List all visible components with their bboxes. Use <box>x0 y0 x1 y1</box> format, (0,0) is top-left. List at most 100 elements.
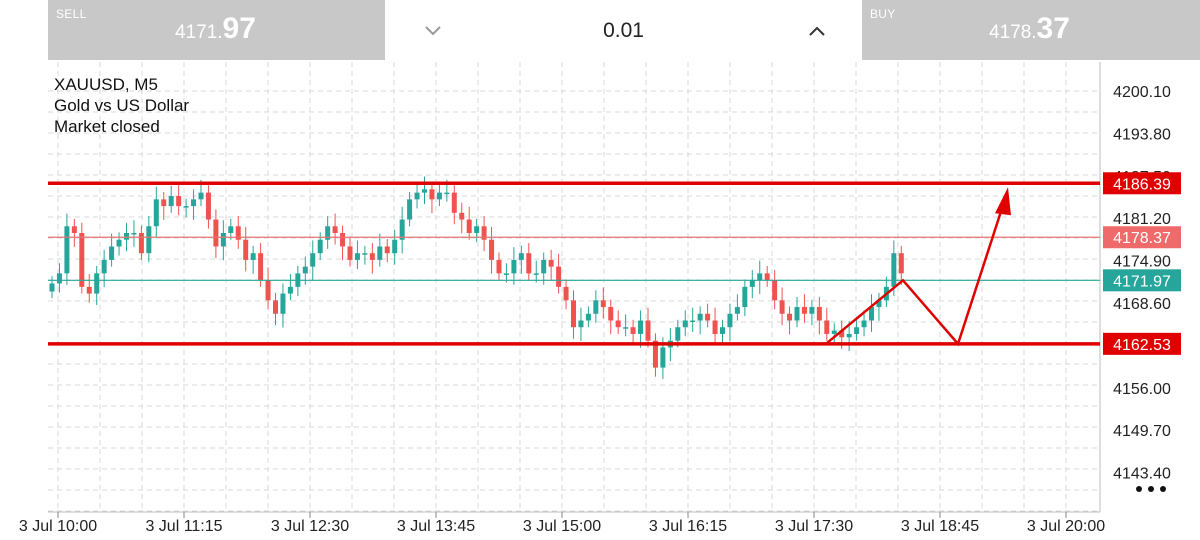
candle-body <box>332 226 338 234</box>
candle-body <box>422 189 427 193</box>
candle-body <box>377 246 383 260</box>
candle-body <box>511 259 517 274</box>
candle-body <box>496 259 502 274</box>
ask-price-tag: 4178.37 <box>1113 230 1171 247</box>
candle-body <box>623 327 629 329</box>
buy-button[interactable]: BUY 4178.37 <box>862 0 1200 60</box>
buy-price-pips: 37 <box>1036 12 1070 45</box>
chevron-up-icon <box>809 26 825 36</box>
chevron-down-icon <box>425 26 441 36</box>
candle-body <box>354 253 360 260</box>
candle-body <box>593 300 599 314</box>
candle-body <box>518 253 524 260</box>
candle-body <box>705 313 711 321</box>
candlesticks <box>49 176 904 380</box>
candle-body <box>191 199 197 207</box>
ask-price-tag-bg <box>1103 226 1181 249</box>
candle-body <box>801 307 807 314</box>
candle-body <box>317 239 323 254</box>
candle-body <box>697 313 703 321</box>
lot-size-stepper: 0.01 <box>387 0 860 60</box>
level-tag-lower-bg <box>1103 332 1181 355</box>
more-dots-icon <box>1136 486 1166 492</box>
candle-body <box>64 226 70 274</box>
candle-body <box>168 195 174 207</box>
candle-body <box>861 320 867 328</box>
candle-body <box>287 286 293 294</box>
time-tick-label: 3 Jul 13:45 <box>397 518 475 535</box>
candle-body <box>302 266 308 274</box>
time-tick-label: 3 Jul 20:00 <box>1027 518 1105 535</box>
candle-body <box>310 253 316 267</box>
lot-increase-button[interactable] <box>802 16 832 46</box>
candle-body <box>161 199 167 207</box>
candle-body <box>56 273 62 284</box>
price-tick-label: 4143.40 <box>1113 466 1171 483</box>
symbol-description: Gold vs US Dollar <box>54 96 190 115</box>
level-tag-upper-bg <box>1103 172 1181 195</box>
time-tick-label: 3 Jul 15:00 <box>523 518 601 535</box>
arrow-head-icon <box>995 187 1011 216</box>
candle-body <box>243 239 249 260</box>
candle-body <box>101 259 107 274</box>
time-tick-label: 3 Jul 10:00 <box>19 518 97 535</box>
candle-body <box>71 226 77 234</box>
candle-body <box>772 280 778 301</box>
chart-menu-button[interactable] <box>1133 478 1173 500</box>
lot-size-value[interactable]: 0.01 <box>603 19 644 42</box>
candle-body <box>869 307 874 321</box>
candle-body <box>571 300 576 328</box>
candle-body <box>489 239 495 260</box>
candle-body <box>250 253 256 260</box>
sell-price: 4171.97 <box>175 12 256 46</box>
price-tick-label: 4149.70 <box>1113 423 1171 440</box>
candle-body <box>630 327 636 334</box>
candle-body <box>146 226 152 254</box>
candle-body <box>220 233 226 247</box>
candle-body <box>854 327 860 334</box>
candle-body <box>712 320 718 334</box>
sell-button[interactable]: SELL 4171.97 <box>48 0 385 60</box>
candle-body <box>742 286 748 308</box>
candle-body <box>615 320 621 328</box>
candle-body <box>451 192 457 213</box>
candle-body <box>660 347 666 368</box>
candle-body <box>79 233 85 287</box>
symbol-name: XAUUSD, M5 <box>54 75 158 94</box>
price-chart[interactable]: 4200.104193.804187.504181.204174.904168.… <box>0 62 1200 540</box>
candle-body <box>585 313 591 321</box>
buy-label: BUY <box>870 7 896 21</box>
time-axis: 3 Jul 10:00 3 Jul 11:15 3 Jul 12:30 3 Jul 1… <box>19 512 1105 535</box>
price-lines <box>48 181 1100 346</box>
candle-body <box>347 246 353 260</box>
candle-body <box>548 259 554 267</box>
time-tick-label: 3 Jul 18:45 <box>901 518 979 535</box>
level-tag-lower: 4162.53 <box>1113 337 1171 354</box>
candle-body <box>235 226 241 240</box>
candle-body <box>749 280 755 287</box>
candle-body <box>690 320 696 322</box>
trend-drawing[interactable] <box>825 187 1011 347</box>
candle-body <box>325 226 331 240</box>
time-tick-label: 3 Jul 12:30 <box>271 518 349 535</box>
candle-body <box>645 320 651 341</box>
candle-body <box>682 320 688 328</box>
candle-body <box>369 253 375 260</box>
price-tick-label: 4174.90 <box>1113 254 1171 271</box>
candle-body <box>153 199 159 227</box>
candle-body <box>578 320 584 328</box>
lot-decrease-button[interactable] <box>418 16 448 46</box>
candle-body <box>436 192 442 200</box>
time-tick-label: 3 Jul 16:15 <box>649 518 727 535</box>
candle-body <box>94 273 100 294</box>
candle-body <box>213 219 219 247</box>
candle-body <box>384 246 390 254</box>
bid-price-tag-bg <box>1103 269 1181 292</box>
candle-body <box>720 327 725 334</box>
price-tick-label: 4156.00 <box>1113 381 1171 398</box>
level-tag-upper: 4186.39 <box>1113 176 1171 193</box>
candle-body <box>183 206 189 208</box>
candle-body <box>846 333 852 338</box>
candle-body <box>198 192 204 200</box>
candle-body <box>109 246 115 260</box>
